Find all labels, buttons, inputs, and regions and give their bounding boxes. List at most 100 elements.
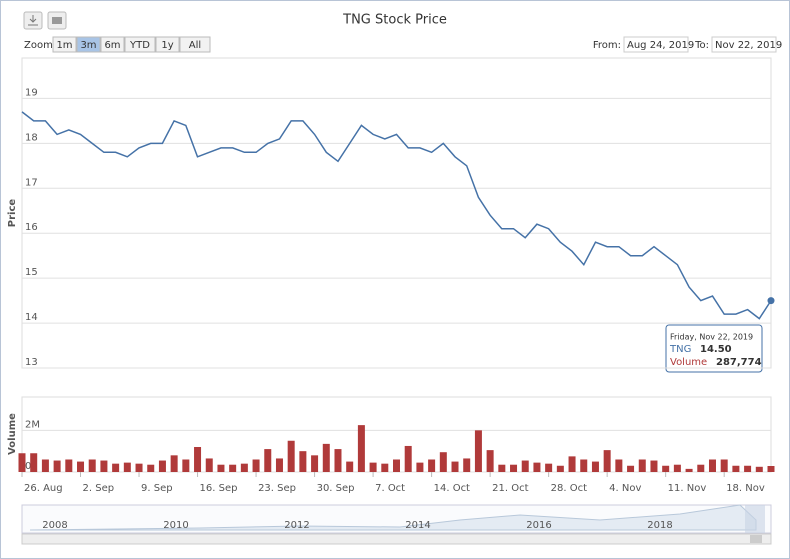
volume-bar [428,459,436,472]
volume-bar [53,460,61,472]
volume-bar [416,462,424,472]
volume-bar [252,459,260,472]
scrollbar-thumb[interactable] [750,535,762,543]
volume-bar [732,465,740,472]
to-input[interactable] [711,36,777,53]
x-tick-label: 28. Oct [551,483,587,494]
volume-bar [510,464,518,472]
zoom-button-label: All [189,40,201,51]
tooltip-volume: 287,774 [716,357,762,368]
zoom-button-label: 1y [161,40,173,51]
to-label: To: [694,40,709,51]
y-tick-label: 18 [25,132,38,143]
volume-bar [533,462,541,472]
zoom-button-label: YTD [129,40,150,51]
volume-bar [287,440,295,472]
chart-title: TNG Stock Price [342,13,447,28]
volume-bar [77,461,85,472]
to-value: Nov 22, 2019 [715,40,782,51]
volume-bar [439,452,447,472]
volume-bar [744,465,752,472]
zoom-button[interactable] [52,36,77,53]
volume-bar [685,468,693,472]
tooltip-box [665,324,763,373]
from-input[interactable] [623,36,689,53]
volume-bar [322,443,330,472]
zoom-button-label: 3m [80,40,96,51]
volume-bar [463,458,471,472]
volume-bar [18,453,26,472]
volume-bar [65,459,73,472]
volume-bar [451,461,459,472]
volume-bar [638,459,646,472]
y-axis-title: Volume [7,413,18,455]
volume-bar [170,455,178,472]
zoom-button[interactable] [124,36,156,53]
volume-bar [767,466,775,472]
zoom-button[interactable] [155,36,180,53]
y-axis-title: Price [7,199,18,228]
volume-bar [627,465,635,472]
volume-bar [112,463,120,472]
zoom-button[interactable] [179,36,211,53]
volume-bar [720,459,728,472]
y-tick-label: 19 [25,87,38,98]
y-tick-label: 13 [25,357,38,368]
volume-bar [521,460,529,472]
price-marker [767,297,775,305]
volume-bar [30,453,38,472]
volume-bar [182,459,190,472]
volume-bar [662,465,670,472]
navigator-year: 2008 [42,520,67,531]
from-value: Aug 24, 2019 [627,40,694,51]
volume-bar [229,464,237,472]
volume-bar [369,462,377,472]
volume-bar [568,456,576,472]
volume-bar [147,464,155,472]
navigator-year: 2012 [284,520,309,531]
y-tick-label: 15 [25,267,38,278]
volume-bar [708,459,716,472]
volume-bar [205,458,213,472]
x-tick-label: 18. Nov [726,483,765,494]
from-label: From: [593,40,621,51]
volume-bar [755,466,763,472]
volume-bar [275,458,283,472]
navigator-year: 2018 [647,520,672,531]
x-tick-label: 21. Oct [492,483,528,494]
navigator-range[interactable] [745,505,765,533]
volume-bar [556,465,564,472]
x-tick-label: 16. Sep [200,483,238,494]
volume-bar [498,464,506,472]
volume-bar [615,459,623,472]
zoom-button[interactable] [76,36,101,53]
volume-bar [591,461,599,472]
tooltip-series: TNG [669,344,691,355]
zoom-button-label: 6m [104,40,120,51]
tooltip-price: 14.50 [700,344,732,355]
volume-bar [393,459,400,472]
volume-bar [264,449,272,472]
y-tick-label: 14 [25,312,38,323]
volume-bar [217,464,225,472]
volume-bar [158,460,166,472]
zoom-button[interactable] [100,36,125,53]
x-tick-label: 7. Oct [375,483,405,494]
volume-bar [311,455,319,472]
volume-bar [580,459,588,472]
volume-bar [334,449,342,472]
x-tick-label: 26. Aug [24,483,63,494]
scrollbar[interactable] [21,533,772,545]
volume-bar [88,459,96,472]
navigator-year: 2014 [405,520,430,531]
x-tick-label: 4. Nov [609,483,641,494]
volume-bar [135,463,143,472]
x-tick-label: 2. Sep [83,483,115,494]
tooltip-date: Friday, Nov 22, 2019 [670,333,753,342]
x-tick-label: 11. Nov [668,483,707,494]
x-tick-label: 23. Sep [258,483,296,494]
y-tick-label: 17 [25,177,38,188]
volume-bar [41,459,49,472]
